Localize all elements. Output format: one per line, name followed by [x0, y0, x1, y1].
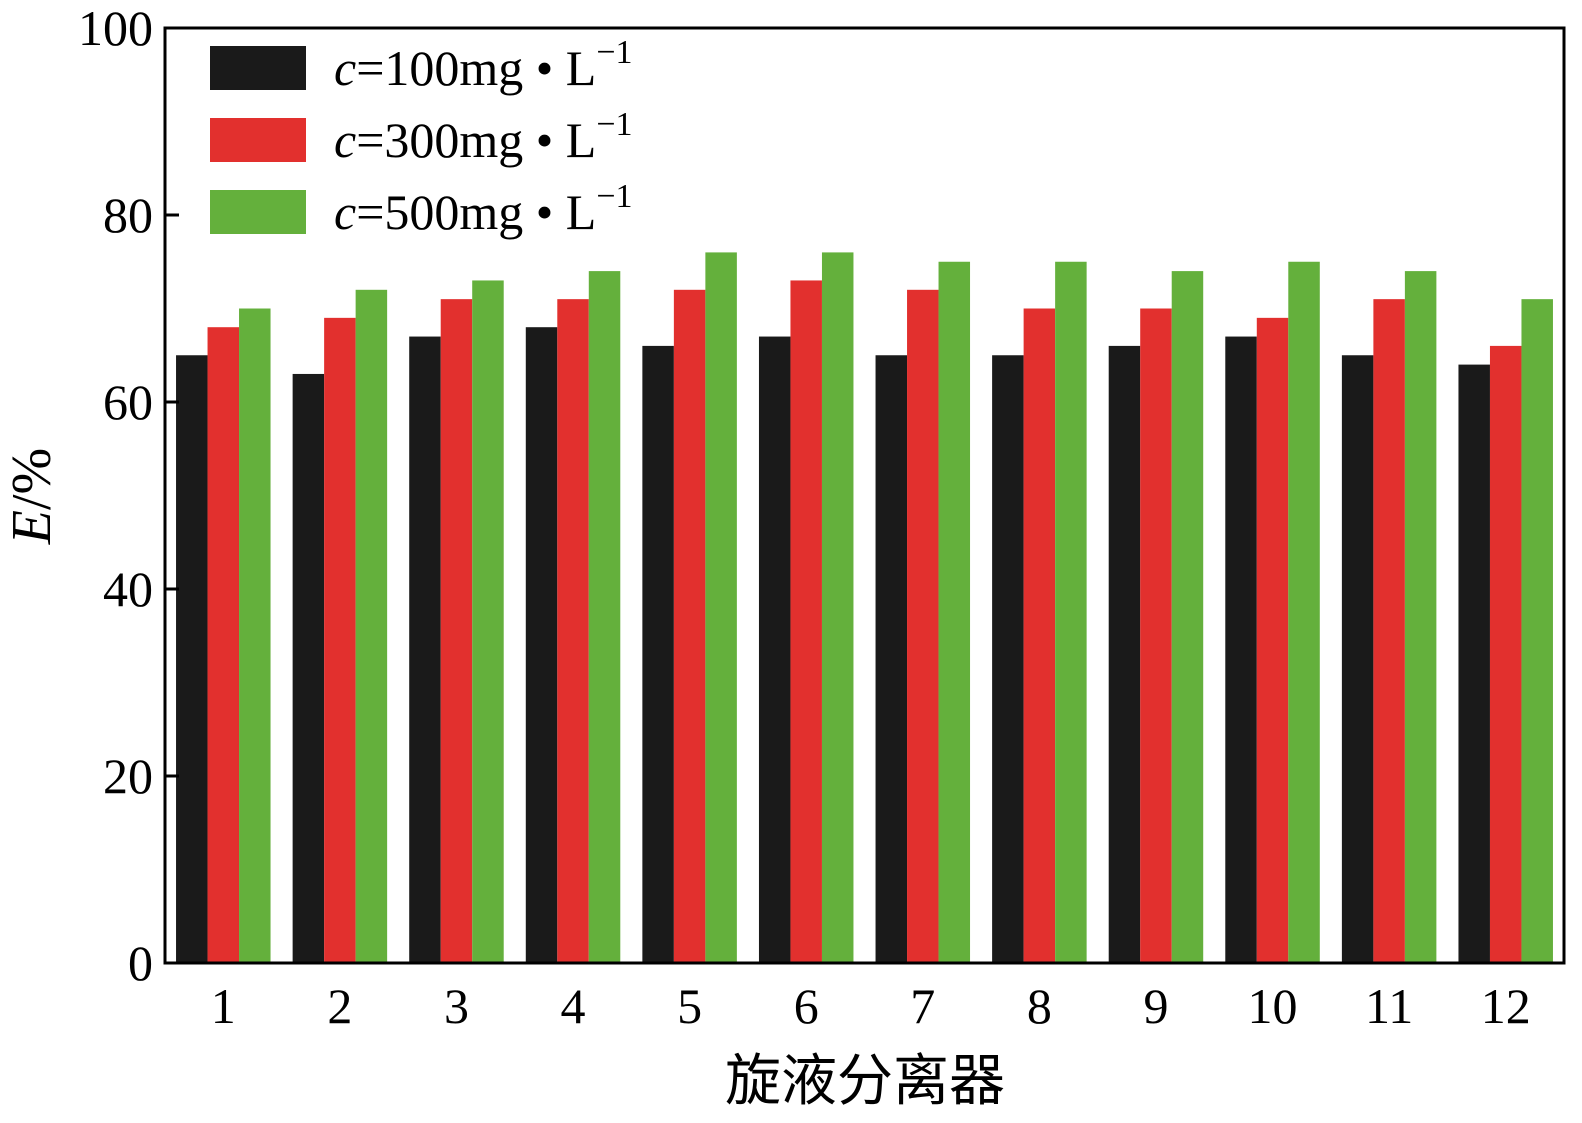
legend-item: c=100mg • L−1	[210, 34, 633, 96]
legend-swatch	[210, 118, 306, 162]
bar-series2-cat5	[673, 289, 706, 963]
legend-item: c=300mg • L−1	[210, 106, 633, 168]
x-tick-label: 10	[1248, 978, 1298, 1034]
bar-series2-cat12	[1489, 345, 1522, 963]
bar-series3-cat2	[355, 289, 388, 963]
bar-series2-cat3	[440, 299, 473, 963]
x-tick-label: 1	[211, 978, 236, 1034]
x-tick-label: 12	[1481, 978, 1531, 1034]
bar-series1-cat11	[1341, 355, 1374, 963]
x-tick-label: 2	[327, 978, 352, 1034]
bar-series1-cat7	[875, 355, 908, 963]
bar-series1-cat1	[176, 355, 208, 963]
x-tick-label: 8	[1027, 978, 1052, 1034]
legend-swatch	[210, 190, 306, 234]
x-tick-label: 3	[444, 978, 469, 1034]
x-tick-label: 7	[910, 978, 935, 1034]
y-tick-label: 60	[103, 374, 153, 430]
bar-series3-cat6	[821, 252, 854, 963]
legend-label: c=300mg • L−1	[334, 106, 633, 168]
bar-series2-cat8	[1023, 308, 1056, 963]
bar-series3-cat3	[472, 280, 504, 963]
bar-series2-cat4	[557, 299, 589, 963]
bar-series2-cat1	[207, 327, 240, 963]
bar-series2-cat7	[907, 289, 939, 963]
bar-series2-cat9	[1140, 308, 1172, 963]
y-tick-label: 40	[103, 561, 153, 617]
x-axis-title: 旋液分离器	[725, 1051, 1005, 1113]
x-tick-label: 4	[561, 978, 586, 1034]
axes-layer	[163, 26, 1566, 965]
y-tick-label: 100	[78, 0, 153, 56]
bar-series3-cat10	[1288, 261, 1320, 963]
bar-series1-cat3	[409, 336, 441, 963]
bar-series1-cat5	[642, 345, 674, 963]
plot-frame	[163, 26, 1566, 965]
bar-series1-cat2	[292, 373, 325, 963]
bar-series3-cat1	[239, 308, 271, 963]
bar-series3-cat5	[705, 252, 737, 963]
bar-series3-cat12	[1521, 299, 1553, 963]
y-tick-label: 20	[103, 748, 153, 804]
bar-series2-cat2	[324, 317, 356, 964]
bar-series3-cat8	[1055, 261, 1087, 963]
bar-series1-cat12	[1458, 364, 1490, 964]
legend-swatch	[210, 46, 306, 90]
bar-series1-cat6	[758, 336, 791, 963]
bar-series1-cat4	[525, 327, 558, 963]
bar-series1-cat8	[992, 355, 1024, 963]
bar-series2-cat11	[1373, 299, 1405, 963]
legend: c=100mg • L−1 c=300mg • L−1 c=500mg • L−1	[210, 34, 633, 240]
bar-series2-cat10	[1256, 317, 1289, 964]
bar-series3-cat9	[1171, 271, 1204, 964]
bars-layer	[176, 252, 1553, 964]
x-tick-label: 5	[677, 978, 702, 1034]
bar-series3-cat11	[1404, 271, 1437, 964]
axis-titles: E/% 旋液分离器	[1, 448, 1005, 1113]
legend-label: c=500mg • L−1	[334, 178, 633, 240]
x-tick-label: 11	[1365, 978, 1413, 1034]
legend-label: c=100mg • L−1	[334, 34, 633, 96]
bar-series2-cat6	[790, 280, 822, 963]
bar-series1-cat9	[1108, 345, 1141, 963]
y-axis-title: E/%	[1, 448, 63, 545]
x-tick-label: 9	[1143, 978, 1168, 1034]
x-tick-label: 6	[794, 978, 819, 1034]
legend-item: c=500mg • L−1	[210, 178, 633, 240]
bar-series1-cat10	[1225, 336, 1257, 963]
bar-series3-cat7	[938, 261, 971, 963]
y-tick-label: 80	[103, 187, 153, 243]
y-tick-label: 0	[128, 935, 153, 991]
bar-series3-cat4	[588, 271, 621, 964]
